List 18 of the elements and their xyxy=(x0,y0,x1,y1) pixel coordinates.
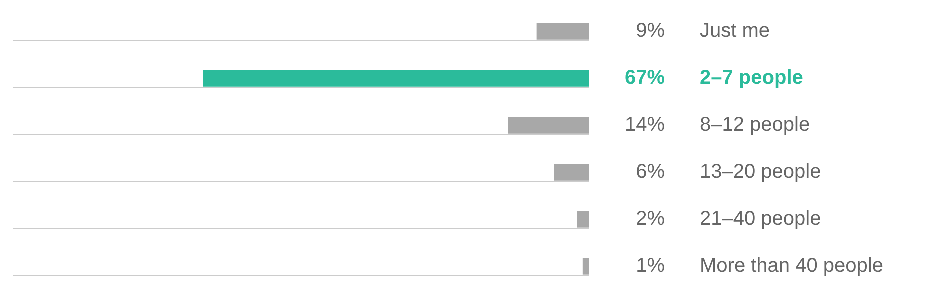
bar xyxy=(554,164,589,181)
y-tick-label: 2–7 people xyxy=(700,67,804,90)
bar xyxy=(508,117,589,134)
bar xyxy=(203,70,589,87)
data-label: 14% xyxy=(624,114,666,136)
data-label: 2% xyxy=(636,208,666,230)
y-tick-label: 8–12 people xyxy=(700,114,810,136)
data-label: 1% xyxy=(636,255,666,278)
data-label: 6% xyxy=(636,161,666,184)
bar xyxy=(536,23,589,40)
y-tick-label: 21–40 people xyxy=(700,208,822,230)
data-label: 9% xyxy=(636,20,666,42)
bar xyxy=(582,258,589,275)
data-label: 67% xyxy=(624,67,666,90)
bar xyxy=(577,211,589,228)
y-tick-label: 13–20 people xyxy=(700,161,822,184)
y-tick-label: Just me xyxy=(700,20,770,42)
y-tick-label: More than 40 people xyxy=(700,255,884,278)
